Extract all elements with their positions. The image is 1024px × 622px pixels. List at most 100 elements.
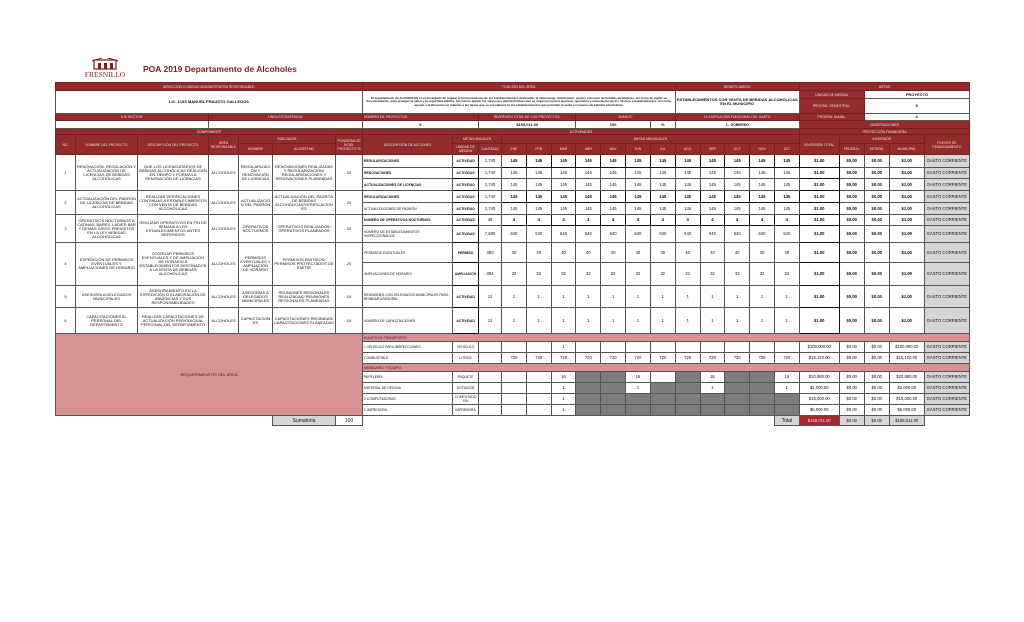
prog-anual-value: 6 [863,113,971,121]
monthly-goal-oct: 145 [724,178,751,191]
requirement-month-oct [724,393,751,405]
investment-state: $0.00 [863,167,890,179]
investment-federal: $0.00 [838,307,865,334]
monthly-goal-sep: 1 [699,307,726,334]
total-label: Total [773,415,800,426]
requirement-month-sep: 720 [699,352,726,364]
requirement-month-ago: 720 [674,352,701,364]
monthly-goal-may: 145 [600,154,627,168]
requirement-municipal: $20,880.00 [888,371,925,383]
investment-total: $1.00 [798,307,840,334]
spacer [924,416,969,426]
action-description: AMPLIACIONES DE HORARIO [362,262,454,286]
unidad-medida-label: UNIDAD DE MEDIDA [798,90,865,99]
monthly-goal-ene: 640 [501,225,527,243]
indicator-name: CAPACITACIONES [238,307,273,334]
requirement-month-dic: 16 [773,371,800,383]
monthly-goal-feb: 4 [525,214,552,226]
requirement-federal: $0.00 [838,404,865,416]
avance-unit: % [649,120,676,129]
requirement-month-feb [525,371,552,383]
requirement-description: 1 VEHÍCULO PARA INSPECCIONES [362,341,454,353]
requirements-label: REQUERIMIENTOS DEL ÁREA [54,333,364,416]
monthly-goal-ago: 145 [674,154,701,168]
requirement-funding-source: GASTO CORRIENTE [923,404,971,416]
monthly-goal-dic: 145 [773,202,800,215]
investment-total: $1.00 [798,262,840,286]
requirement-month-jun [625,341,651,353]
investment-total: $1.00 [798,202,840,215]
monthly-goal-sep: 1 [699,285,726,308]
annual-quantity: 480 [478,242,503,263]
requirement-state: $0.00 [863,352,890,364]
project-name: EXPEDICIÓN DE PERMISOS EVENTUALES Y AMPL… [75,242,138,286]
monthly-goal-feb: 145 [525,190,552,203]
requirement-funding-source: GASTO CORRIENTE [923,382,971,394]
unidad-medida-value: PROYECTO [863,90,971,99]
monthly-goal-feb: 1 [525,307,552,334]
funding-source: GASTO CORRIENTE [923,178,971,191]
monthly-goal-abr: 145 [575,154,602,168]
action-row: 6 CAPACITACIONES AL PERSONAL DEL DEPARTAM… [55,307,971,334]
clasificacion-value: 1.- GOBIERNO [674,120,800,129]
monthly-goal-jul: 1 [649,307,676,334]
investment-state: $0.00 [863,225,890,243]
requirement-month-ago [674,341,701,353]
monthly-goal-mar: 1 [550,307,577,334]
requirement-month-may [600,341,627,353]
monthly-goal-ago: 4 [674,214,701,226]
project-name: ASESORÍA A DELEGADOS MUNICIPALES [75,285,138,308]
footer-row: Sumatoria 100 Total $159,011.00 $0.00 $0.00 $1… [56,415,970,426]
investment-federal: $0.00 [838,190,865,203]
monthly-goal-dic: 1 [773,307,800,334]
requirement-month-nov [749,393,775,405]
requirement-month-may [600,382,627,394]
monthly-goal-nov: 4 [749,214,775,226]
monthly-goal-sep: 40 [699,242,726,263]
requirement-month-nov: 720 [749,352,775,364]
col-federal: FEDERAL [838,143,865,155]
monthly-goal-ago: 145 [674,167,701,179]
requirement-month-ene [501,341,527,353]
annual-quantity: 1,740 [478,178,503,191]
monthly-goal-ago: 145 [674,202,701,215]
num-proyectos-value: 6 [362,120,480,129]
investment-total: $1.00 [798,225,840,243]
col-algoritmo: ALGORITMO [272,143,336,155]
monthly-goal-may: 4 [600,214,627,226]
project-number: 4 [55,242,76,286]
indicator-name: OPERATIVOS NOCTURNOS [238,214,273,243]
monthly-goal-nov: 1 [749,307,775,334]
observaciones-label: OBSERVACIONES [798,120,971,129]
requirement-month-nov [749,341,775,353]
investment-state: $0.00 [863,202,890,215]
monthly-goal-mar: 640 [550,225,577,243]
total-municipal: $159,011.00 [888,415,925,426]
requirement-month-mar: 1 [550,382,577,394]
investment-state: $0.00 [863,214,890,226]
annual-quantity: 384 [478,262,503,286]
monthly-goal-ene: 1 [501,307,527,334]
col-acciones: DESCRIPCIÓN DE ACCIONES [362,134,454,155]
col-month-may: MAY [600,143,627,155]
prog-semestral-label: PROGRA. SEMESTRAL: [798,98,865,114]
monthly-goal-dic: 40 [773,242,800,263]
project-weight: 20 [334,214,364,243]
requirement-group-name: EQUIPO DE TRANSPORTE [362,333,970,342]
monthly-goal-ene: 145 [501,202,527,215]
requirement-funding-source: GASTO CORRIENTE [923,341,971,353]
monthly-goal-jul: 145 [649,190,676,203]
requirement-investment-total: $15,120.00 [798,352,840,364]
funding-source: GASTO CORRIENTE [923,242,971,263]
monthly-goal-abr: 640 [575,225,602,243]
col-ponderacion: PONDERACIÓN DEL PROYECTO % [334,134,364,155]
col-descripcion: DESCRIPCIÓN DEL PROYECTO [137,134,209,155]
annual-quantity: 7,680 [478,225,503,243]
requirement-description: 2 COMPUTADORAS [362,393,454,405]
action-unit: ACTIVIDAD [452,285,480,308]
action-row: 1 RENOVACIÓN, REGULACIÓN Y ACTUALIZACIÓN … [55,154,971,191]
requirement-month-jul [649,382,676,394]
monthly-goal-oct: 145 [724,190,751,203]
monthly-goal-may: 1 [600,307,627,334]
monthly-goal-may: 145 [600,202,627,215]
